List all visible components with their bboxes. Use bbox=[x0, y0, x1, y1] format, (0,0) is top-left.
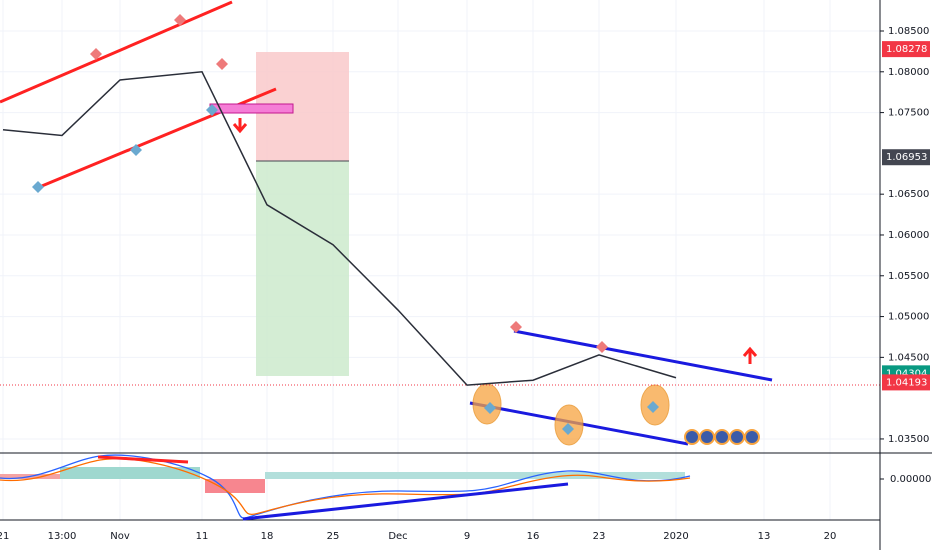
y-tick-label: 1.07500 bbox=[888, 108, 929, 119]
y-tick-label: 1.03500 bbox=[888, 434, 929, 445]
divergence-line bbox=[97, 455, 189, 464]
x-tick-label: 9 bbox=[464, 531, 470, 542]
price-label: 1.04304 bbox=[886, 368, 927, 379]
price-label: 1.08278 bbox=[886, 44, 927, 55]
wedge-line bbox=[513, 329, 773, 382]
low-markers bbox=[32, 104, 659, 435]
price-label-box bbox=[882, 374, 930, 391]
y-tick-label: 1.06500 bbox=[888, 189, 929, 200]
channel-line bbox=[0, 0, 233, 104]
price-label-box bbox=[882, 41, 930, 58]
event-icons bbox=[684, 429, 760, 445]
price-label: 1.06953 bbox=[886, 152, 927, 163]
x-tick-label: 13 bbox=[758, 531, 771, 542]
x-tick-label: 11 bbox=[196, 531, 209, 542]
price-series bbox=[2, 70, 677, 386]
price-label: 1.04193 bbox=[886, 377, 927, 388]
up-arrow bbox=[742, 346, 758, 364]
x-tick-label: 21 bbox=[0, 531, 9, 542]
y-tick-label: 1.08500 bbox=[888, 26, 929, 37]
x-tick-label: 23 bbox=[593, 531, 606, 542]
x-tick-label: 18 bbox=[261, 531, 274, 542]
y-tick-label: 1.05500 bbox=[888, 271, 929, 282]
divergence-line bbox=[242, 482, 569, 521]
zone-box bbox=[209, 103, 294, 114]
y-tick-label: 1.04500 bbox=[888, 352, 929, 363]
x-tick-label: 13:00 bbox=[48, 531, 77, 542]
price-line bbox=[2, 70, 677, 386]
x-tick-label: 16 bbox=[527, 531, 540, 542]
x-tick-label: Nov bbox=[110, 531, 130, 542]
x-tick-label: 20 bbox=[824, 531, 837, 542]
y-tick-label: 1.08000 bbox=[888, 67, 929, 78]
x-tick-label: 25 bbox=[327, 531, 340, 542]
down-arrow bbox=[232, 118, 248, 134]
target-zone bbox=[256, 161, 349, 376]
y-tick-label: 1.06000 bbox=[888, 230, 929, 241]
high-markers bbox=[90, 14, 608, 353]
indicator-tick-label: 0.00000 bbox=[890, 474, 931, 485]
x-tick-label: 2020 bbox=[663, 531, 688, 542]
price-label-box bbox=[882, 149, 930, 166]
y-tick-label: 1.05000 bbox=[888, 312, 929, 323]
x-tick-label: Dec bbox=[388, 531, 407, 542]
